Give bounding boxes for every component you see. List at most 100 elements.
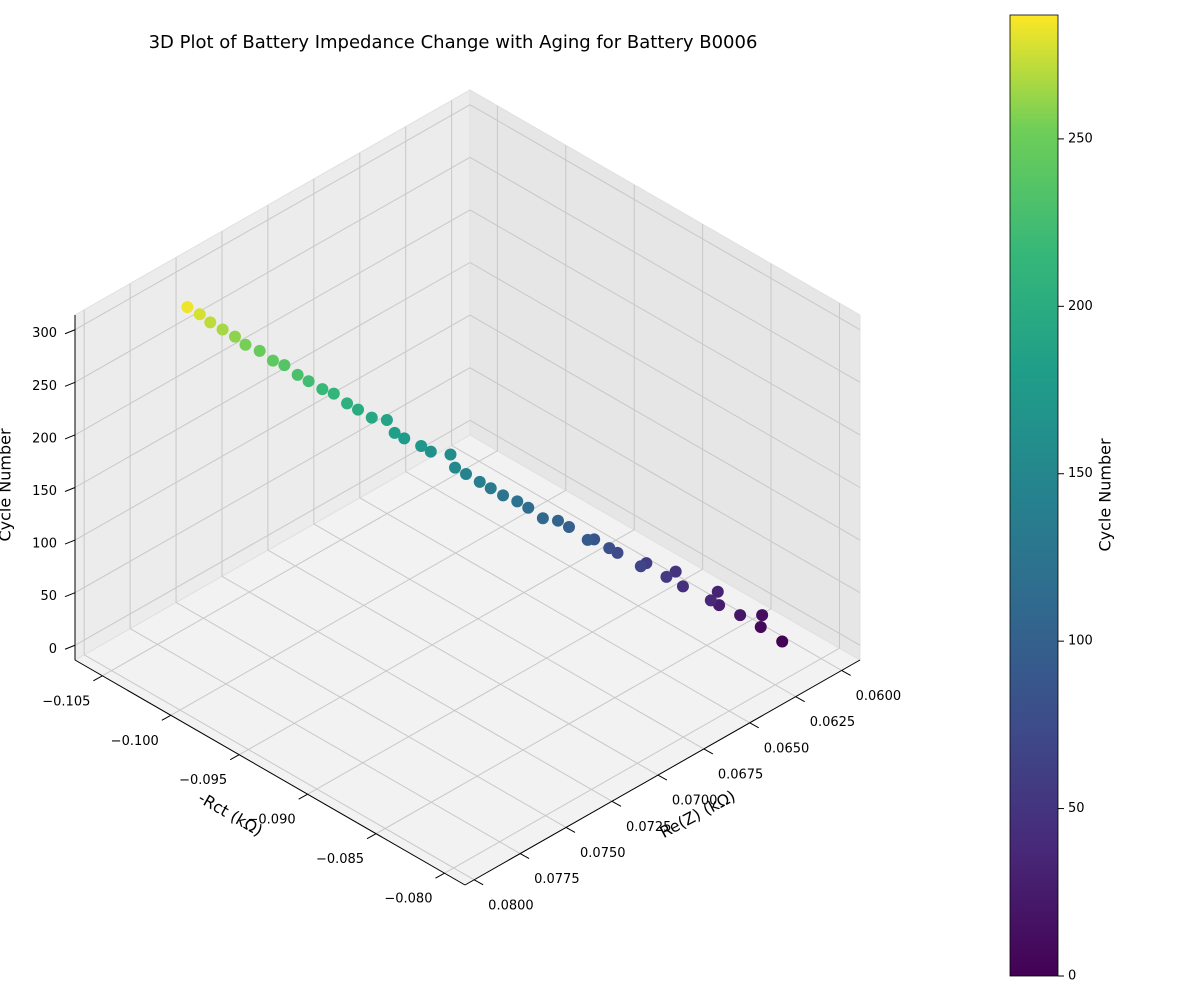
- grid-line: [102, 450, 498, 677]
- point: [551, 514, 564, 527]
- point: [316, 383, 329, 396]
- z-tick-label: 300: [32, 326, 57, 341]
- colorbar-tick-label: 150: [1068, 466, 1093, 481]
- point: [756, 609, 769, 622]
- x-axis-line: [464, 659, 861, 886]
- grid-line: [267, 549, 659, 776]
- grid-line: [359, 497, 751, 724]
- colorbar-tick-label: 100: [1068, 634, 1093, 649]
- grid-line: [469, 104, 861, 331]
- z-tick: [64, 592, 76, 598]
- x-tick-label: 0.0725: [626, 820, 672, 835]
- point: [449, 461, 462, 474]
- x-tick-label: 0.0750: [580, 846, 626, 861]
- point: [603, 542, 616, 555]
- grid-line: [221, 575, 613, 802]
- x-tick: [703, 748, 714, 755]
- point: [380, 413, 393, 426]
- x-tick-label: 0.0775: [534, 872, 580, 887]
- point: [711, 585, 724, 598]
- point: [253, 344, 266, 357]
- grid-line: [74, 367, 471, 594]
- point: [776, 635, 789, 648]
- grid-line: [175, 602, 567, 828]
- point: [341, 397, 354, 410]
- grid-line: [238, 529, 635, 756]
- point: [536, 512, 549, 525]
- x-tick-label: 0.0625: [810, 715, 856, 730]
- colorbar-tick-label: 50: [1068, 801, 1085, 816]
- grid-line: [444, 647, 840, 874]
- y-tick-label: −0.105: [42, 694, 90, 709]
- z-tick-label: 100: [32, 537, 57, 552]
- point: [239, 338, 252, 351]
- colorbar-tick-label: 250: [1068, 131, 1093, 146]
- point: [562, 521, 575, 534]
- point: [444, 448, 457, 461]
- point: [193, 308, 206, 321]
- x-tick: [657, 774, 668, 781]
- point: [365, 411, 378, 424]
- point: [302, 375, 315, 388]
- point: [291, 368, 304, 381]
- x-tick-label: 0.0600: [856, 689, 902, 704]
- point: [352, 403, 365, 416]
- z-axis-label: Cycle Number: [0, 428, 15, 542]
- point: [266, 354, 279, 367]
- z-tick-label: 50: [40, 589, 57, 604]
- point: [424, 445, 437, 458]
- z-tick: [64, 644, 76, 650]
- point: [278, 359, 291, 372]
- y-tick: [298, 793, 308, 800]
- x-tick: [519, 853, 530, 860]
- point: [734, 609, 747, 622]
- grid-line: [74, 419, 471, 646]
- grid-line: [313, 523, 705, 750]
- grid-line: [469, 367, 861, 594]
- y-tick-label: −0.095: [179, 773, 227, 788]
- colorbar-tick-label: 0: [1068, 969, 1076, 984]
- point: [754, 620, 767, 633]
- point: [676, 580, 689, 593]
- grid-line: [74, 156, 471, 383]
- grid-line: [83, 654, 475, 881]
- y-tick-label: −0.090: [248, 813, 296, 828]
- colorbar-tick-label: 200: [1068, 299, 1093, 314]
- grid-line: [74, 262, 471, 488]
- x-tick-label: 0.0650: [764, 741, 810, 756]
- y-tick: [435, 872, 445, 879]
- grid-line: [170, 489, 567, 716]
- grid-line: [469, 156, 861, 383]
- z-tick: [64, 329, 76, 335]
- x-tick: [749, 722, 760, 729]
- grid-line: [469, 314, 861, 541]
- z-tick-label: 200: [32, 431, 57, 446]
- y-tick-label: −0.100: [111, 734, 159, 749]
- point: [216, 323, 229, 336]
- grid-line: [74, 314, 471, 541]
- grid-line: [469, 262, 861, 488]
- x-tick: [841, 670, 851, 676]
- chart-title: 3D Plot of Battery Impedance Change with…: [149, 32, 758, 53]
- point: [388, 426, 401, 439]
- point: [484, 482, 497, 495]
- point: [327, 387, 340, 400]
- grid-line: [74, 209, 471, 436]
- x-tick-label: 0.0675: [718, 767, 764, 782]
- y-tick: [161, 714, 172, 721]
- grid-line: [469, 209, 861, 436]
- z-tick-label: 0: [49, 642, 57, 657]
- point: [634, 560, 647, 573]
- x-tick: [473, 879, 484, 886]
- grid-line: [129, 628, 521, 855]
- x-tick-label: 0.0700: [672, 794, 718, 809]
- point: [204, 316, 217, 329]
- grid-line: [405, 471, 796, 698]
- point: [669, 565, 682, 578]
- point: [415, 440, 428, 453]
- x-tick: [565, 827, 576, 833]
- y-tick: [366, 833, 377, 840]
- point: [181, 301, 194, 314]
- point: [511, 495, 524, 508]
